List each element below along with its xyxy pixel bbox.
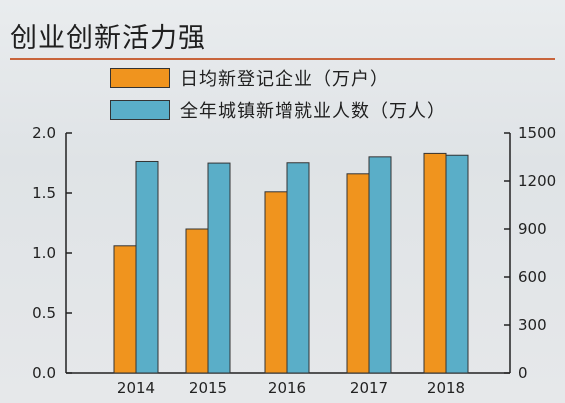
bar-new-jobs <box>207 162 231 374</box>
chart-title: 创业创新活力强 <box>10 23 206 54</box>
x-tick-label: 2015 <box>189 379 227 397</box>
legend: 日均新登记企业（万户） 全年城镇新增就业人数（万人） <box>110 66 446 130</box>
legend-item-new-jobs: 全年城镇新增就业人数（万人） <box>110 98 446 122</box>
right-tick-label: 300 <box>518 316 547 334</box>
right-tick-label: 1200 <box>518 172 556 190</box>
bar-new-jobs <box>445 154 469 374</box>
bar-new-jobs <box>286 162 310 374</box>
bar-new-jobs <box>368 156 392 374</box>
right-tick-label: 600 <box>518 268 547 286</box>
bar-new-enterprises <box>264 191 288 374</box>
x-tick-label: 2018 <box>427 379 465 397</box>
left-tick-label: 0.5 <box>32 304 56 322</box>
bar-new-enterprises <box>423 152 447 374</box>
bar-new-enterprises <box>113 245 137 374</box>
right-tick-label: 900 <box>518 220 547 238</box>
legend-label: 全年城镇新增就业人数（万人） <box>180 101 446 122</box>
bar-new-enterprises <box>346 173 370 374</box>
legend-label: 日均新登记企业（万户） <box>180 69 389 90</box>
bar-new-enterprises <box>185 228 209 374</box>
bar-new-jobs <box>135 160 159 374</box>
right-tick-label: 1500 <box>518 124 556 142</box>
left-tick-label: 1.0 <box>32 244 56 262</box>
left-tick-label: 2.0 <box>32 124 56 142</box>
right-tick-label: 0 <box>518 364 528 382</box>
title-divider <box>10 58 555 60</box>
left-tick-label: 1.5 <box>32 184 56 202</box>
legend-swatch-blue <box>110 100 170 120</box>
x-tick-label: 2016 <box>268 379 306 397</box>
legend-item-new-enterprises: 日均新登记企业（万户） <box>110 66 446 90</box>
x-tick-label: 2014 <box>117 379 155 397</box>
x-tick-label: 2017 <box>350 379 388 397</box>
left-tick-label: 0.0 <box>32 364 56 382</box>
legend-swatch-orange <box>110 68 170 88</box>
